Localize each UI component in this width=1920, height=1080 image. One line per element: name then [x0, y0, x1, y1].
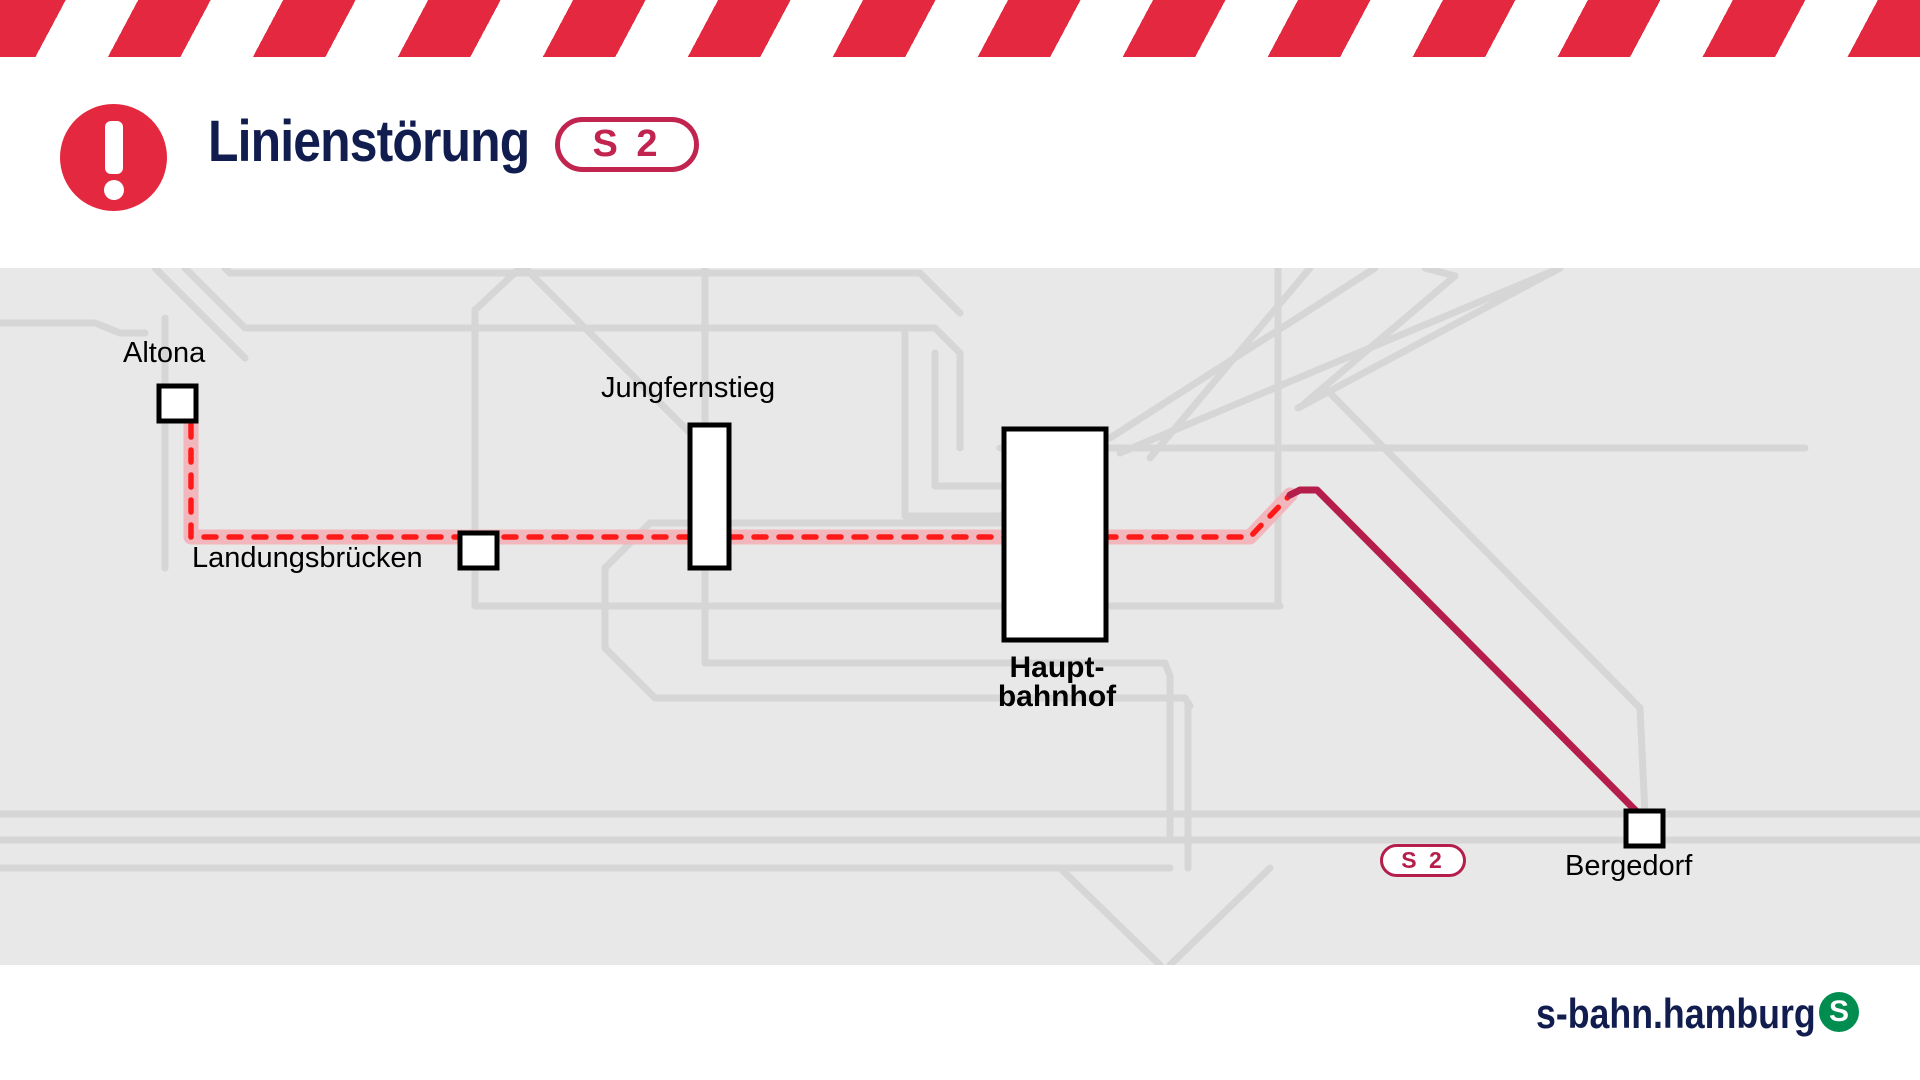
station-label-jungfernstieg: Jungfernstieg: [601, 372, 776, 404]
station-landungsbruecken: [457, 530, 500, 571]
station-hauptbahnhof: [1001, 426, 1109, 643]
page-title: Linienstörung: [208, 109, 530, 174]
station-label-altona: Altona: [123, 337, 206, 369]
disrupted-segment: [183, 392, 1298, 545]
station-label-landungsbruecken: Landungsbrücken: [192, 542, 423, 574]
station-label-bergedorf: Bergedorf: [1565, 850, 1693, 882]
station-altona: [156, 383, 199, 424]
station-label-hauptbahnhof: Haupt- bahnhof: [997, 651, 1117, 713]
exclamation-icon: [60, 104, 167, 211]
brand-website: s-bahn.hamburg: [1536, 990, 1816, 1037]
s2-line-operating: [1286, 486, 1649, 824]
network-map-svg: [0, 268, 1920, 965]
s-bahn-logo-icon: S: [1819, 992, 1859, 1032]
station-jungfernstieg: [687, 422, 732, 571]
line-badge-s2: S 2: [555, 117, 699, 172]
network-map: Altona Landungsbrücken Jungfernstieg Hau…: [0, 268, 1920, 965]
warning-stripe-bar: [0, 0, 1920, 57]
station-bergedorf: [1623, 808, 1666, 849]
map-line-badge-s2: S 2: [1380, 844, 1466, 877]
